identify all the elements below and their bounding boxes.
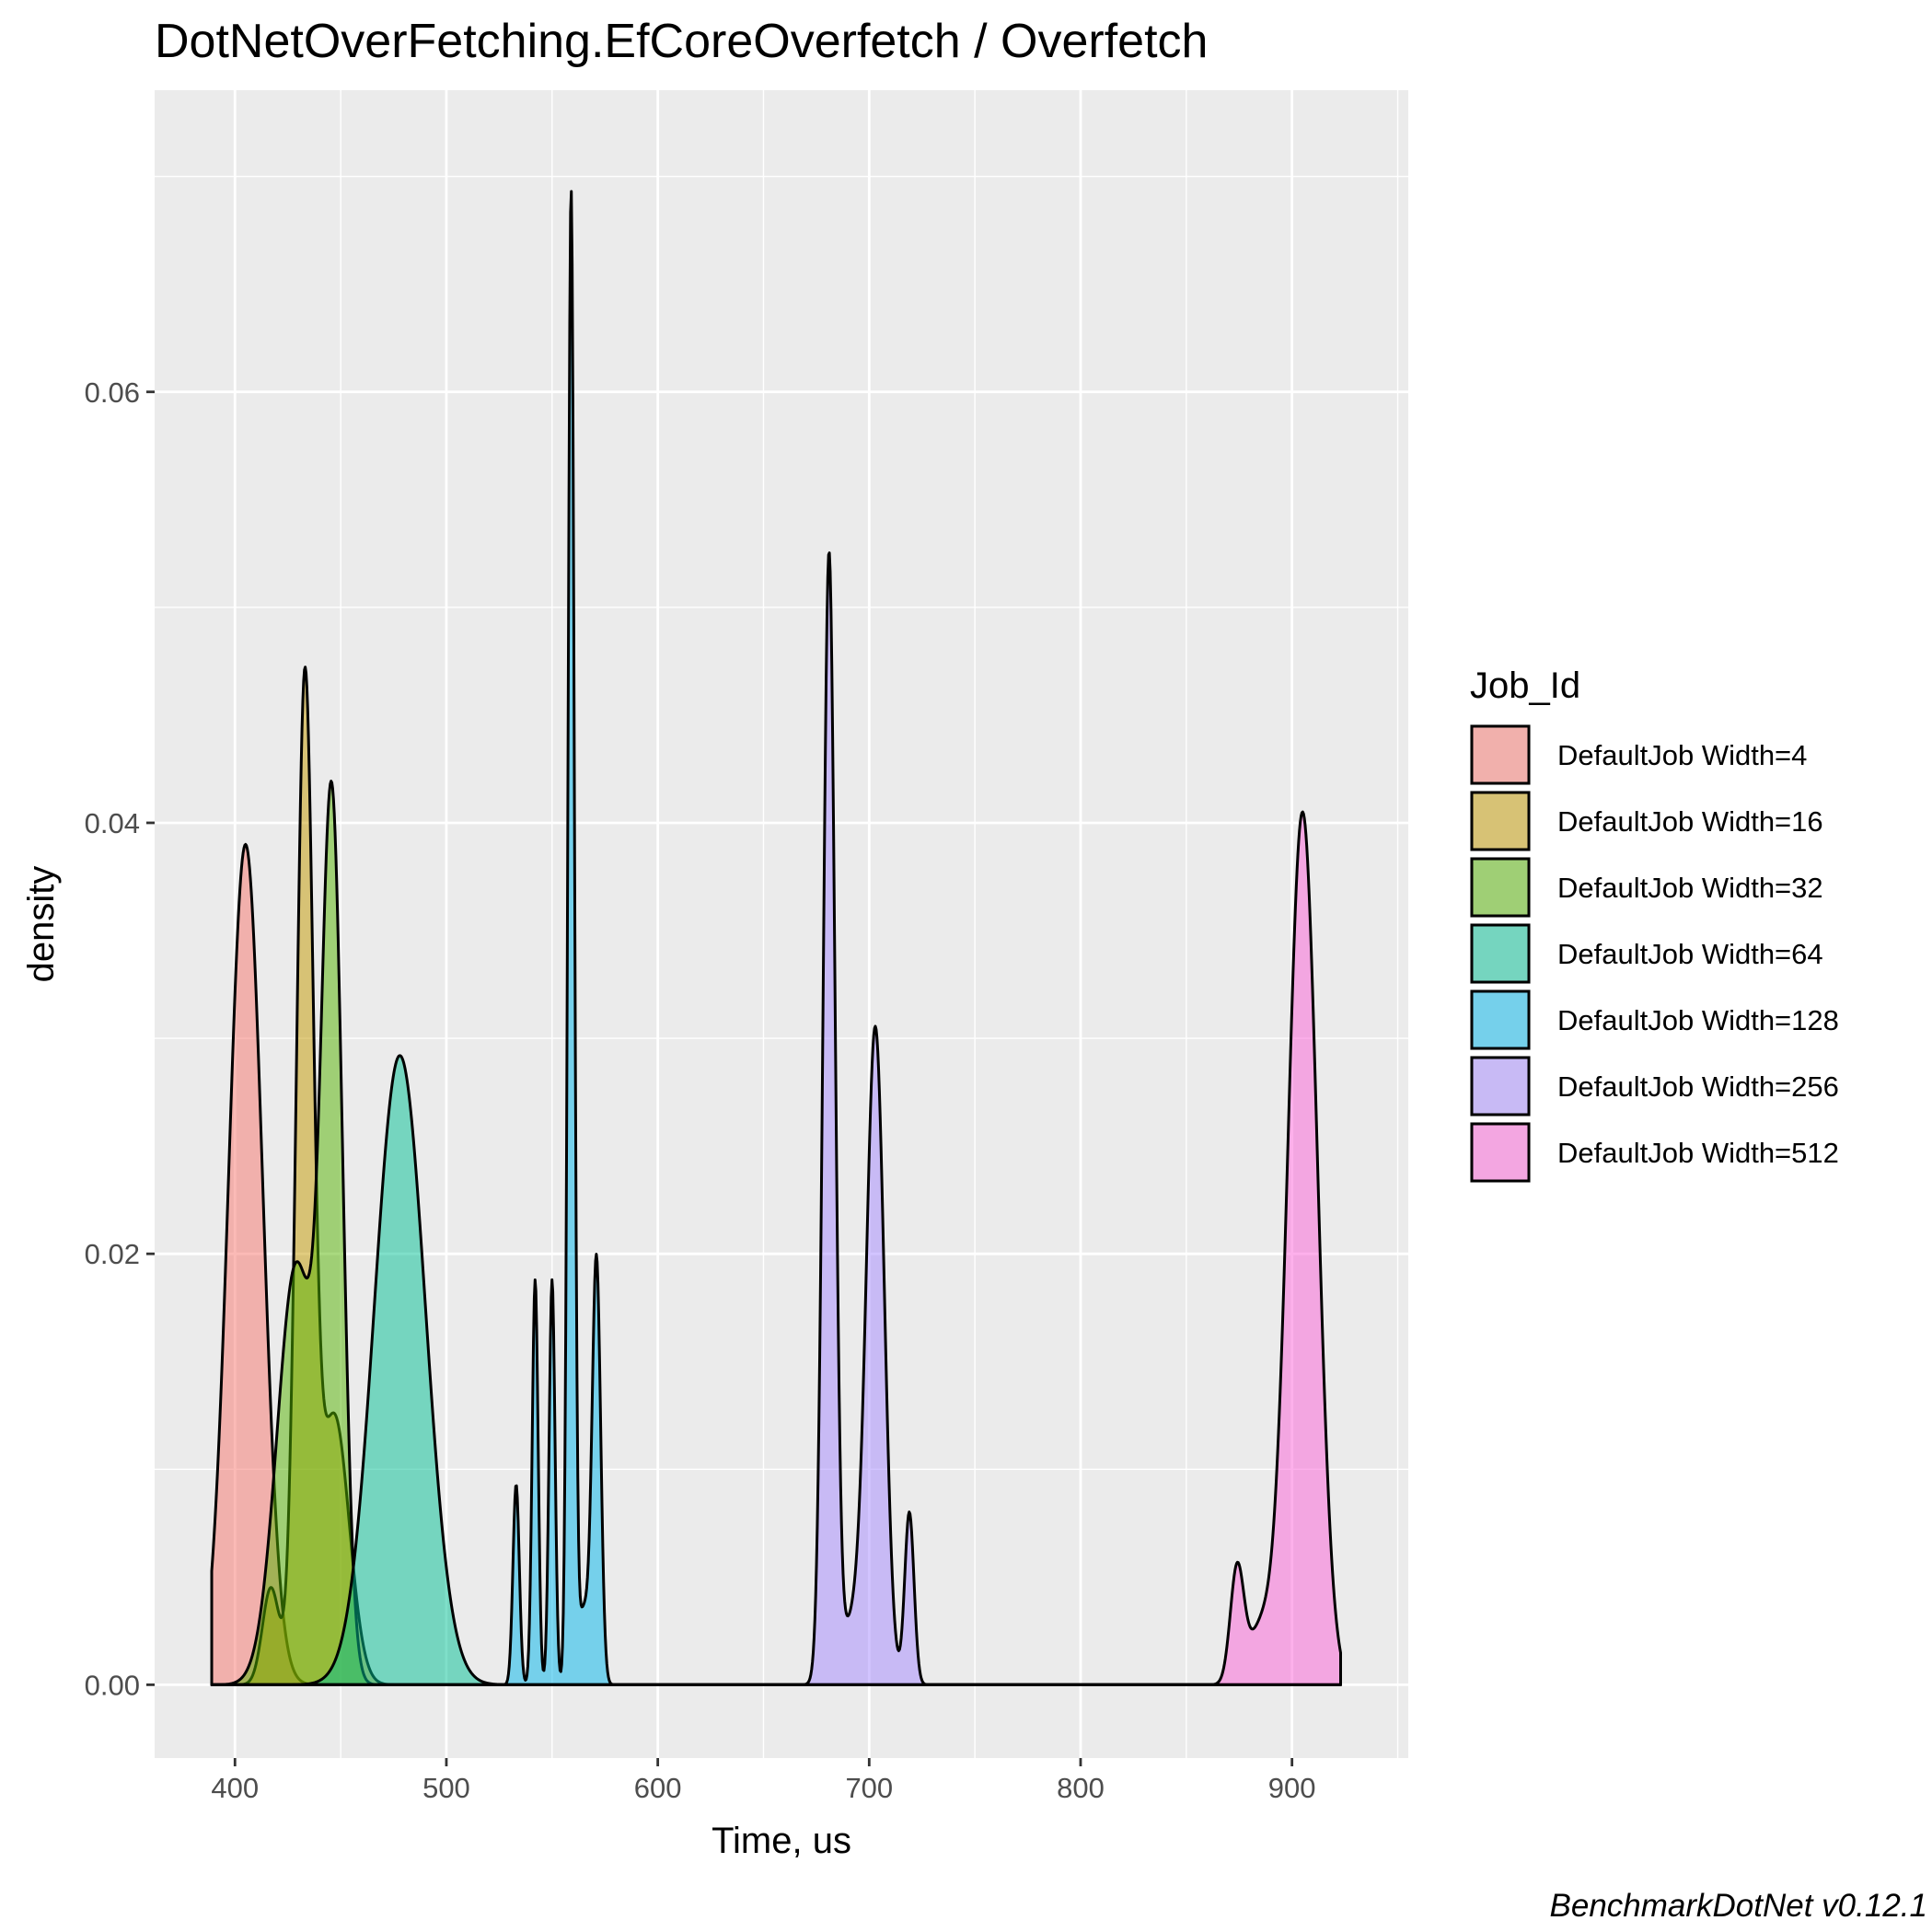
density-line-6 xyxy=(210,810,1342,1686)
legend-swatch xyxy=(1470,989,1531,1050)
legend-label: DefaultJob Width=4 xyxy=(1557,739,1807,771)
chart-title: DotNetOverFetching.EfCoreOverfetch / Ove… xyxy=(155,15,1208,68)
y-axis-title: density xyxy=(21,866,62,983)
legend-swatch xyxy=(1470,923,1531,984)
x-tick-label: 700 xyxy=(845,1772,893,1804)
x-axis: 400 500 600 700 800 900 xyxy=(211,1758,1316,1804)
legend-label: DefaultJob Width=512 xyxy=(1557,1137,1839,1169)
legend-label: DefaultJob Width=32 xyxy=(1557,872,1823,904)
legend-swatch xyxy=(1470,791,1531,851)
y-tick-label: 0.02 xyxy=(85,1238,140,1270)
grid-minor xyxy=(155,90,1408,1758)
series-layer xyxy=(210,190,1342,1686)
legend-swatch xyxy=(1470,1056,1531,1116)
legend-label: DefaultJob Width=256 xyxy=(1557,1070,1839,1103)
x-tick-label: 800 xyxy=(1057,1772,1105,1804)
density-area-2 xyxy=(212,781,1341,1685)
legend-label: DefaultJob Width=128 xyxy=(1557,1004,1839,1036)
x-axis-title: Time, us xyxy=(711,1821,851,1861)
x-tick-label: 500 xyxy=(422,1772,470,1804)
y-tick-label: 0.06 xyxy=(85,376,140,409)
legend-title: Job_Id xyxy=(1470,665,1580,706)
y-tick-label: 0.04 xyxy=(85,807,140,839)
legend-swatch xyxy=(1470,857,1531,918)
x-tick-label: 600 xyxy=(634,1772,682,1804)
legend-label: DefaultJob Width=64 xyxy=(1557,938,1823,970)
legend-swatch xyxy=(1470,724,1531,785)
x-tick-label: 400 xyxy=(211,1772,259,1804)
legend: Job_Id DefaultJob Width=4 DefaultJob Widt… xyxy=(1470,665,1839,1183)
legend-label: DefaultJob Width=16 xyxy=(1557,805,1823,838)
y-axis: 0.00 0.02 0.04 0.06 xyxy=(85,376,155,1701)
y-tick-label: 0.00 xyxy=(85,1669,140,1701)
legend-swatch xyxy=(1470,1122,1531,1183)
chart-caption: BenchmarkDotNet v0.12.1 xyxy=(1550,1888,1927,1924)
x-tick-label: 900 xyxy=(1268,1772,1316,1804)
